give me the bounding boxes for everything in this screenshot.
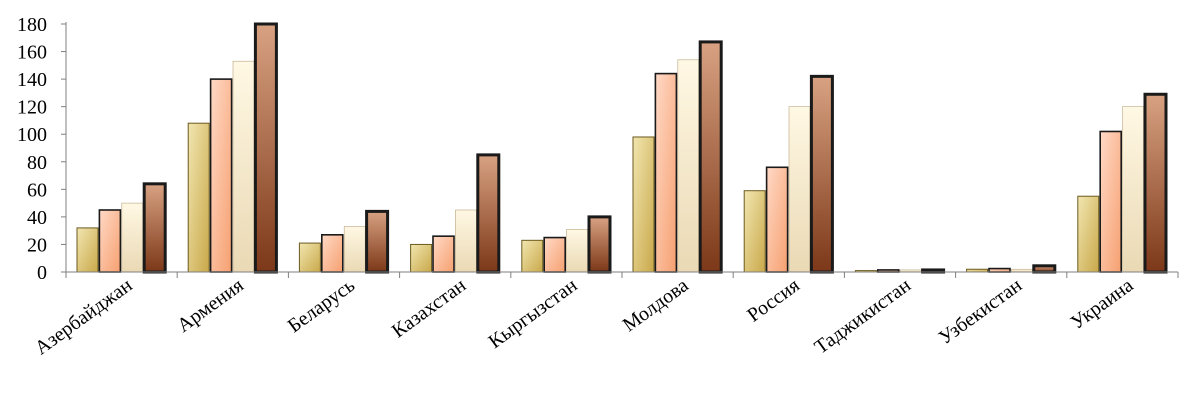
x-category-label: Казахстан xyxy=(388,274,470,342)
bar-3-1 xyxy=(121,202,144,273)
bar-4-3 xyxy=(365,209,390,274)
bar-1-5 xyxy=(521,239,544,273)
bar-2-6 xyxy=(654,72,678,273)
bar-3-2 xyxy=(232,60,255,273)
bar-1-3 xyxy=(298,242,321,273)
bar-2-10 xyxy=(1099,130,1122,273)
bar-4-6 xyxy=(698,40,723,274)
y-tick-label: 140 xyxy=(17,69,47,91)
bars-group xyxy=(76,22,1168,274)
bar-1-2 xyxy=(187,122,210,273)
y-tick-label: 40 xyxy=(27,207,47,229)
x-category-label: Армения xyxy=(173,274,248,337)
bar-2-4 xyxy=(432,235,455,273)
y-tick-label: 80 xyxy=(27,152,47,174)
bar-2-3 xyxy=(320,234,344,273)
bar-4-1 xyxy=(142,182,167,274)
x-category-label: Узбекистан xyxy=(935,274,1027,349)
bar-4-7 xyxy=(809,74,834,274)
y-tick-label: 60 xyxy=(27,179,47,201)
x-category-label: Молдова xyxy=(619,274,693,336)
bar-1-7 xyxy=(743,190,766,273)
bar-3-7 xyxy=(788,106,811,273)
bar-2-7 xyxy=(765,166,789,273)
bar-4-10 xyxy=(1143,92,1168,274)
x-category-label: Таджикистан xyxy=(810,274,915,358)
x-category-label: Россия xyxy=(743,274,803,326)
x-category-label: Кыргызстан xyxy=(484,274,581,353)
bar-2-5 xyxy=(543,236,567,273)
bar-1-10 xyxy=(1077,195,1100,273)
y-tick-label: 100 xyxy=(17,124,47,146)
bar-3-3 xyxy=(343,226,366,273)
bar-3-4 xyxy=(455,209,477,273)
bar-2-9 xyxy=(988,267,1011,273)
y-tick-label: 120 xyxy=(17,97,47,119)
bar-2-2 xyxy=(209,78,233,273)
axes-group xyxy=(61,22,1179,278)
bar-3-6 xyxy=(677,59,700,273)
bar-4-9 xyxy=(1032,264,1057,274)
x-category-label: Беларусь xyxy=(284,274,359,337)
y-tick-label: 180 xyxy=(17,14,47,36)
bar-4-2 xyxy=(253,22,278,274)
bar-1-1 xyxy=(76,227,99,273)
bar-1-4 xyxy=(410,243,433,273)
y-tick-label: 0 xyxy=(37,262,47,284)
x-category-label: Украина xyxy=(1067,274,1138,334)
x-category-label: Азербайджан xyxy=(31,274,137,359)
y-tick-label: 160 xyxy=(17,42,47,64)
bar-4-5 xyxy=(587,215,612,274)
y-tick-label: 20 xyxy=(27,234,47,256)
bar-2-1 xyxy=(98,209,122,273)
bar-1-6 xyxy=(632,136,655,273)
labels-group: 0 20 40 60 80 100 120 140 160 180 Азербайджан Армен… xyxy=(17,14,1137,359)
bar-4-4 xyxy=(476,153,501,274)
bar-3-10 xyxy=(1122,106,1144,273)
bar-3-5 xyxy=(566,228,588,273)
